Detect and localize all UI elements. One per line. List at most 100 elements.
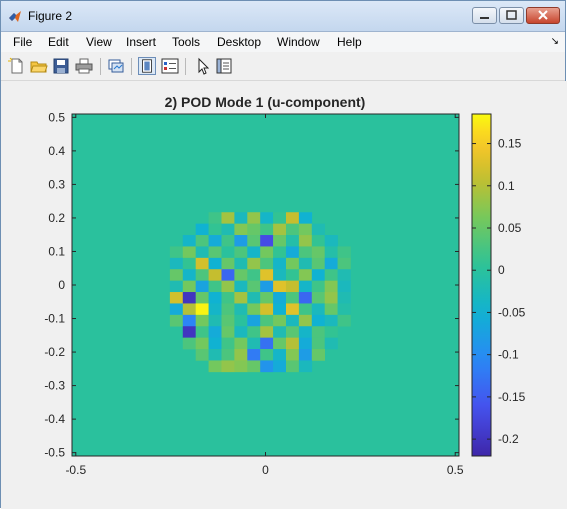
print-icon[interactable]	[75, 57, 93, 75]
heatmap-cell	[324, 257, 338, 270]
maximize-button[interactable]	[499, 7, 524, 24]
heatmap-cell	[247, 337, 261, 350]
new-figure-icon[interactable]	[8, 57, 26, 75]
heatmap-cell	[234, 212, 248, 224]
menu-dock-arrow-icon[interactable]: ↘	[550, 36, 559, 47]
heatmap-cell	[221, 257, 235, 270]
y-tick-label: -0.3	[44, 379, 65, 393]
heatmap-cell	[298, 292, 313, 304]
pointer-icon[interactable]	[194, 57, 212, 75]
heatmap-cell	[169, 246, 184, 259]
minimize-button[interactable]	[472, 7, 497, 24]
heatmap-cell	[208, 326, 222, 338]
colorbar-tick-label: 0.15	[498, 137, 522, 151]
heatmap-cell	[208, 212, 222, 224]
heatmap-cell	[208, 360, 222, 373]
heatmap-cell	[247, 349, 261, 361]
insert-legend-icon[interactable]	[161, 57, 179, 75]
heatmap-cell	[311, 303, 325, 316]
colorbar-tick-label: 0.05	[498, 221, 522, 235]
heatmap-cell	[337, 303, 351, 316]
heatmap-cell	[221, 212, 235, 224]
heatmap-cell	[324, 235, 338, 247]
heatmap-cell	[273, 326, 287, 338]
title-bar[interactable]: Figure 2	[1, 1, 565, 32]
heatmap-cell	[285, 257, 300, 270]
heatmap-cell	[247, 223, 261, 236]
heatmap-cell	[169, 314, 184, 327]
heatmap-cell	[208, 246, 222, 259]
heatmap-cell	[273, 280, 287, 293]
heatmap-cell	[298, 235, 313, 247]
window-controls	[472, 7, 560, 24]
heatmap-cell	[311, 257, 325, 270]
y-tick-label: -0.1	[44, 312, 65, 326]
heatmap-cell	[311, 349, 325, 361]
open-file-icon[interactable]	[30, 57, 48, 75]
heatmap-cell	[311, 223, 325, 236]
heatmap-cell	[221, 223, 235, 236]
property-inspector-icon[interactable]	[215, 57, 233, 75]
heatmap-cell	[285, 246, 300, 259]
heatmap-cell	[169, 269, 184, 281]
heatmap-cell	[285, 303, 300, 316]
heatmap-cell	[195, 235, 209, 247]
y-tick-label: -0.5	[44, 446, 65, 460]
chart-title: 2) POD Mode 1 (u-component)	[165, 94, 366, 110]
heatmap-cell	[285, 292, 300, 304]
heatmap-cell	[285, 326, 300, 338]
heatmap-cell	[260, 326, 274, 338]
save-icon[interactable]	[52, 57, 70, 75]
heatmap-cell	[182, 246, 196, 259]
link-plot-icon[interactable]	[107, 57, 125, 75]
colorbar-tick-label: -0.2	[498, 432, 519, 446]
menu-insert[interactable]: Insert	[126, 35, 157, 49]
heatmap-cell	[208, 292, 222, 304]
heatmap-cell	[285, 337, 300, 350]
close-button[interactable]	[526, 7, 560, 24]
dock-figure-icon[interactable]	[138, 57, 156, 75]
heatmap-cell	[273, 303, 287, 316]
heatmap-cell	[221, 246, 235, 259]
heatmap-cell	[221, 337, 235, 350]
colorbar-tick-label: -0.05	[498, 305, 526, 319]
heatmap-cell	[169, 280, 184, 293]
heatmap-cell	[324, 326, 338, 338]
menu-tools[interactable]: Tools	[172, 35, 201, 49]
menu-help[interactable]: Help	[337, 35, 362, 49]
heatmap-cell	[324, 269, 338, 281]
heatmap-cell	[195, 314, 209, 327]
y-tick-label: 0.3	[48, 177, 65, 191]
heatmap-cell	[208, 257, 222, 270]
heatmap-cell	[234, 314, 248, 327]
heatmap-cell	[221, 269, 235, 281]
heatmap-cell	[285, 235, 300, 247]
heatmap-cell	[324, 246, 338, 259]
heatmap-cell	[273, 337, 287, 350]
heatmap-cell	[221, 314, 235, 327]
heatmap-cell	[260, 337, 274, 350]
heatmap-cell	[260, 235, 274, 247]
y-tick-label: 0.1	[48, 244, 65, 258]
colorbar-tick-label: 0.1	[498, 179, 515, 193]
toolbar-separator	[185, 58, 186, 75]
heatmap-cell	[273, 246, 287, 259]
window-title: Figure 2	[28, 9, 73, 23]
heatmap-cell	[234, 303, 248, 316]
heatmap-cell	[260, 257, 274, 270]
heatmap-cell	[298, 280, 313, 293]
menu-view[interactable]: View	[86, 35, 112, 49]
heatmap-cell	[208, 269, 222, 281]
heatmap-cell	[221, 360, 235, 373]
heatmap-cell	[247, 360, 261, 373]
menu-window[interactable]: Window	[277, 35, 320, 49]
menu-edit[interactable]: Edit	[48, 35, 69, 49]
menu-file[interactable]: File	[13, 35, 33, 49]
colorbar[interactable]: 0.15 0.1 0.05 0 -0.05 -0.1 -0.15 -0.2	[471, 113, 526, 457]
axes[interactable]: -0.5 0 0.5 0.5 0.4 0.3 0.2 0.1 0 -0.1 -0.2 -0.3 -0.4…	[44, 110, 464, 477]
heatmap-cell	[337, 257, 351, 270]
menu-desktop[interactable]: Desktop	[217, 35, 262, 49]
heatmap-cell	[273, 314, 287, 327]
close-icon	[538, 10, 548, 20]
